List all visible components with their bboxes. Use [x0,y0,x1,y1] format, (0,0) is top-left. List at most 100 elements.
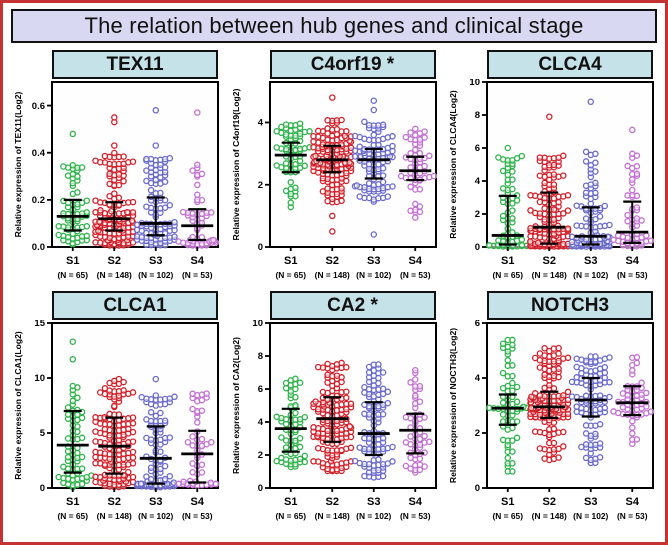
y-tick-label: 6 [257,384,262,395]
data-point [573,374,580,381]
x-n-label: (N = 148) [314,511,349,521]
data-point [194,109,201,116]
data-point [374,361,382,368]
data-point [416,461,423,468]
error-bar-s4 [181,429,214,484]
gene-title: TEX11 [106,53,164,75]
panel-clca1: CLCA1 0 5 10 15 Relative expression of CLCA1… [12,291,221,526]
data-point [578,443,585,451]
data-point [360,434,368,442]
data-point [573,363,580,371]
data-point [129,428,137,436]
data-point [568,238,576,246]
data-point [180,478,187,486]
data-point [194,181,201,189]
panels-grid: TEX11 0.0 0.2 0.4 0.6 Relative expression of… [3,46,665,526]
data-point [337,185,345,192]
data-point [157,465,164,473]
data-point [596,421,604,428]
data-point [69,171,77,178]
data-point [74,189,81,196]
y-tick-label: 6 [475,143,480,154]
panel-clca4: CLCA4 0 2 4 6 8 10 Relative expression of CLCA… [447,50,656,285]
x-stage-label: S2 [108,496,121,508]
error-bar-s2 [533,390,566,419]
data-point [509,448,516,455]
y-tick-label: 10 [469,79,480,88]
points-group-s4 [175,109,220,249]
data-point [379,385,386,393]
data-point [534,239,542,246]
data-point [360,118,368,126]
data-point [355,143,363,150]
data-point [411,214,419,221]
data-point [384,193,391,200]
data-point [212,480,220,488]
data-point [370,97,377,104]
data-point [69,397,77,405]
data-point [633,215,641,222]
data-point [384,388,391,396]
data-point [379,121,386,129]
data-point [347,444,354,452]
data-point [587,98,595,106]
error-bar-s2 [98,416,131,475]
y-axis-label: Relative expression of CLCA4(Log2) [448,90,458,239]
x-stage-label: S2 [543,496,556,508]
data-point [115,375,123,383]
data-point [147,186,155,194]
data-point [189,460,196,467]
data-point [560,152,567,160]
data-point [573,403,580,410]
data-point [272,162,280,169]
data-point [166,154,174,162]
data-point [129,454,137,461]
data-point [74,394,81,402]
x-stage-label: S4 [626,255,640,267]
data-point [509,185,516,193]
data-point [360,472,368,480]
scatter-plot-notch3: 0 2 4 6 Relative expression of NOCTH3(Log2) S… [448,320,655,521]
error-bar-s3 [139,196,172,237]
error-bar-s4 [398,412,431,455]
y-tick-label: 5 [40,428,46,439]
data-point [111,114,118,121]
data-point [513,418,521,425]
data-point [499,340,507,347]
data-point [610,236,617,244]
data-point [309,138,317,145]
data-point [319,188,326,195]
error-bar-s3 [357,401,390,457]
data-point [64,453,72,461]
data-point [143,473,150,480]
y-tick-label: 0 [475,483,480,494]
data-point [296,379,303,386]
data-point [345,159,353,166]
x-stage-label: S1 [501,496,514,508]
data-point [106,410,113,418]
data-point [536,364,544,371]
error-bar-s1 [491,194,524,246]
y-axis-label: Relative expression of C4orf19(Log2) [231,88,241,240]
y-tick-label: 2 [475,428,480,439]
data-point [120,387,127,394]
y-tick-label: 4 [475,373,481,384]
data-point [64,435,72,442]
data-point [541,371,548,378]
x-stage-label: S4 [626,496,640,508]
data-point [147,409,155,416]
data-point [495,154,502,161]
data-point [60,163,67,170]
data-point [402,439,409,446]
data-point [601,363,609,371]
data-point [143,203,150,210]
data-point [541,384,548,392]
data-point [582,430,590,437]
data-point [420,128,428,135]
data-point [536,445,544,452]
data-point [291,161,299,168]
data-point [342,394,350,402]
x-stage-label: S4 [191,496,205,508]
data-point [55,223,62,230]
data-point [550,171,558,178]
